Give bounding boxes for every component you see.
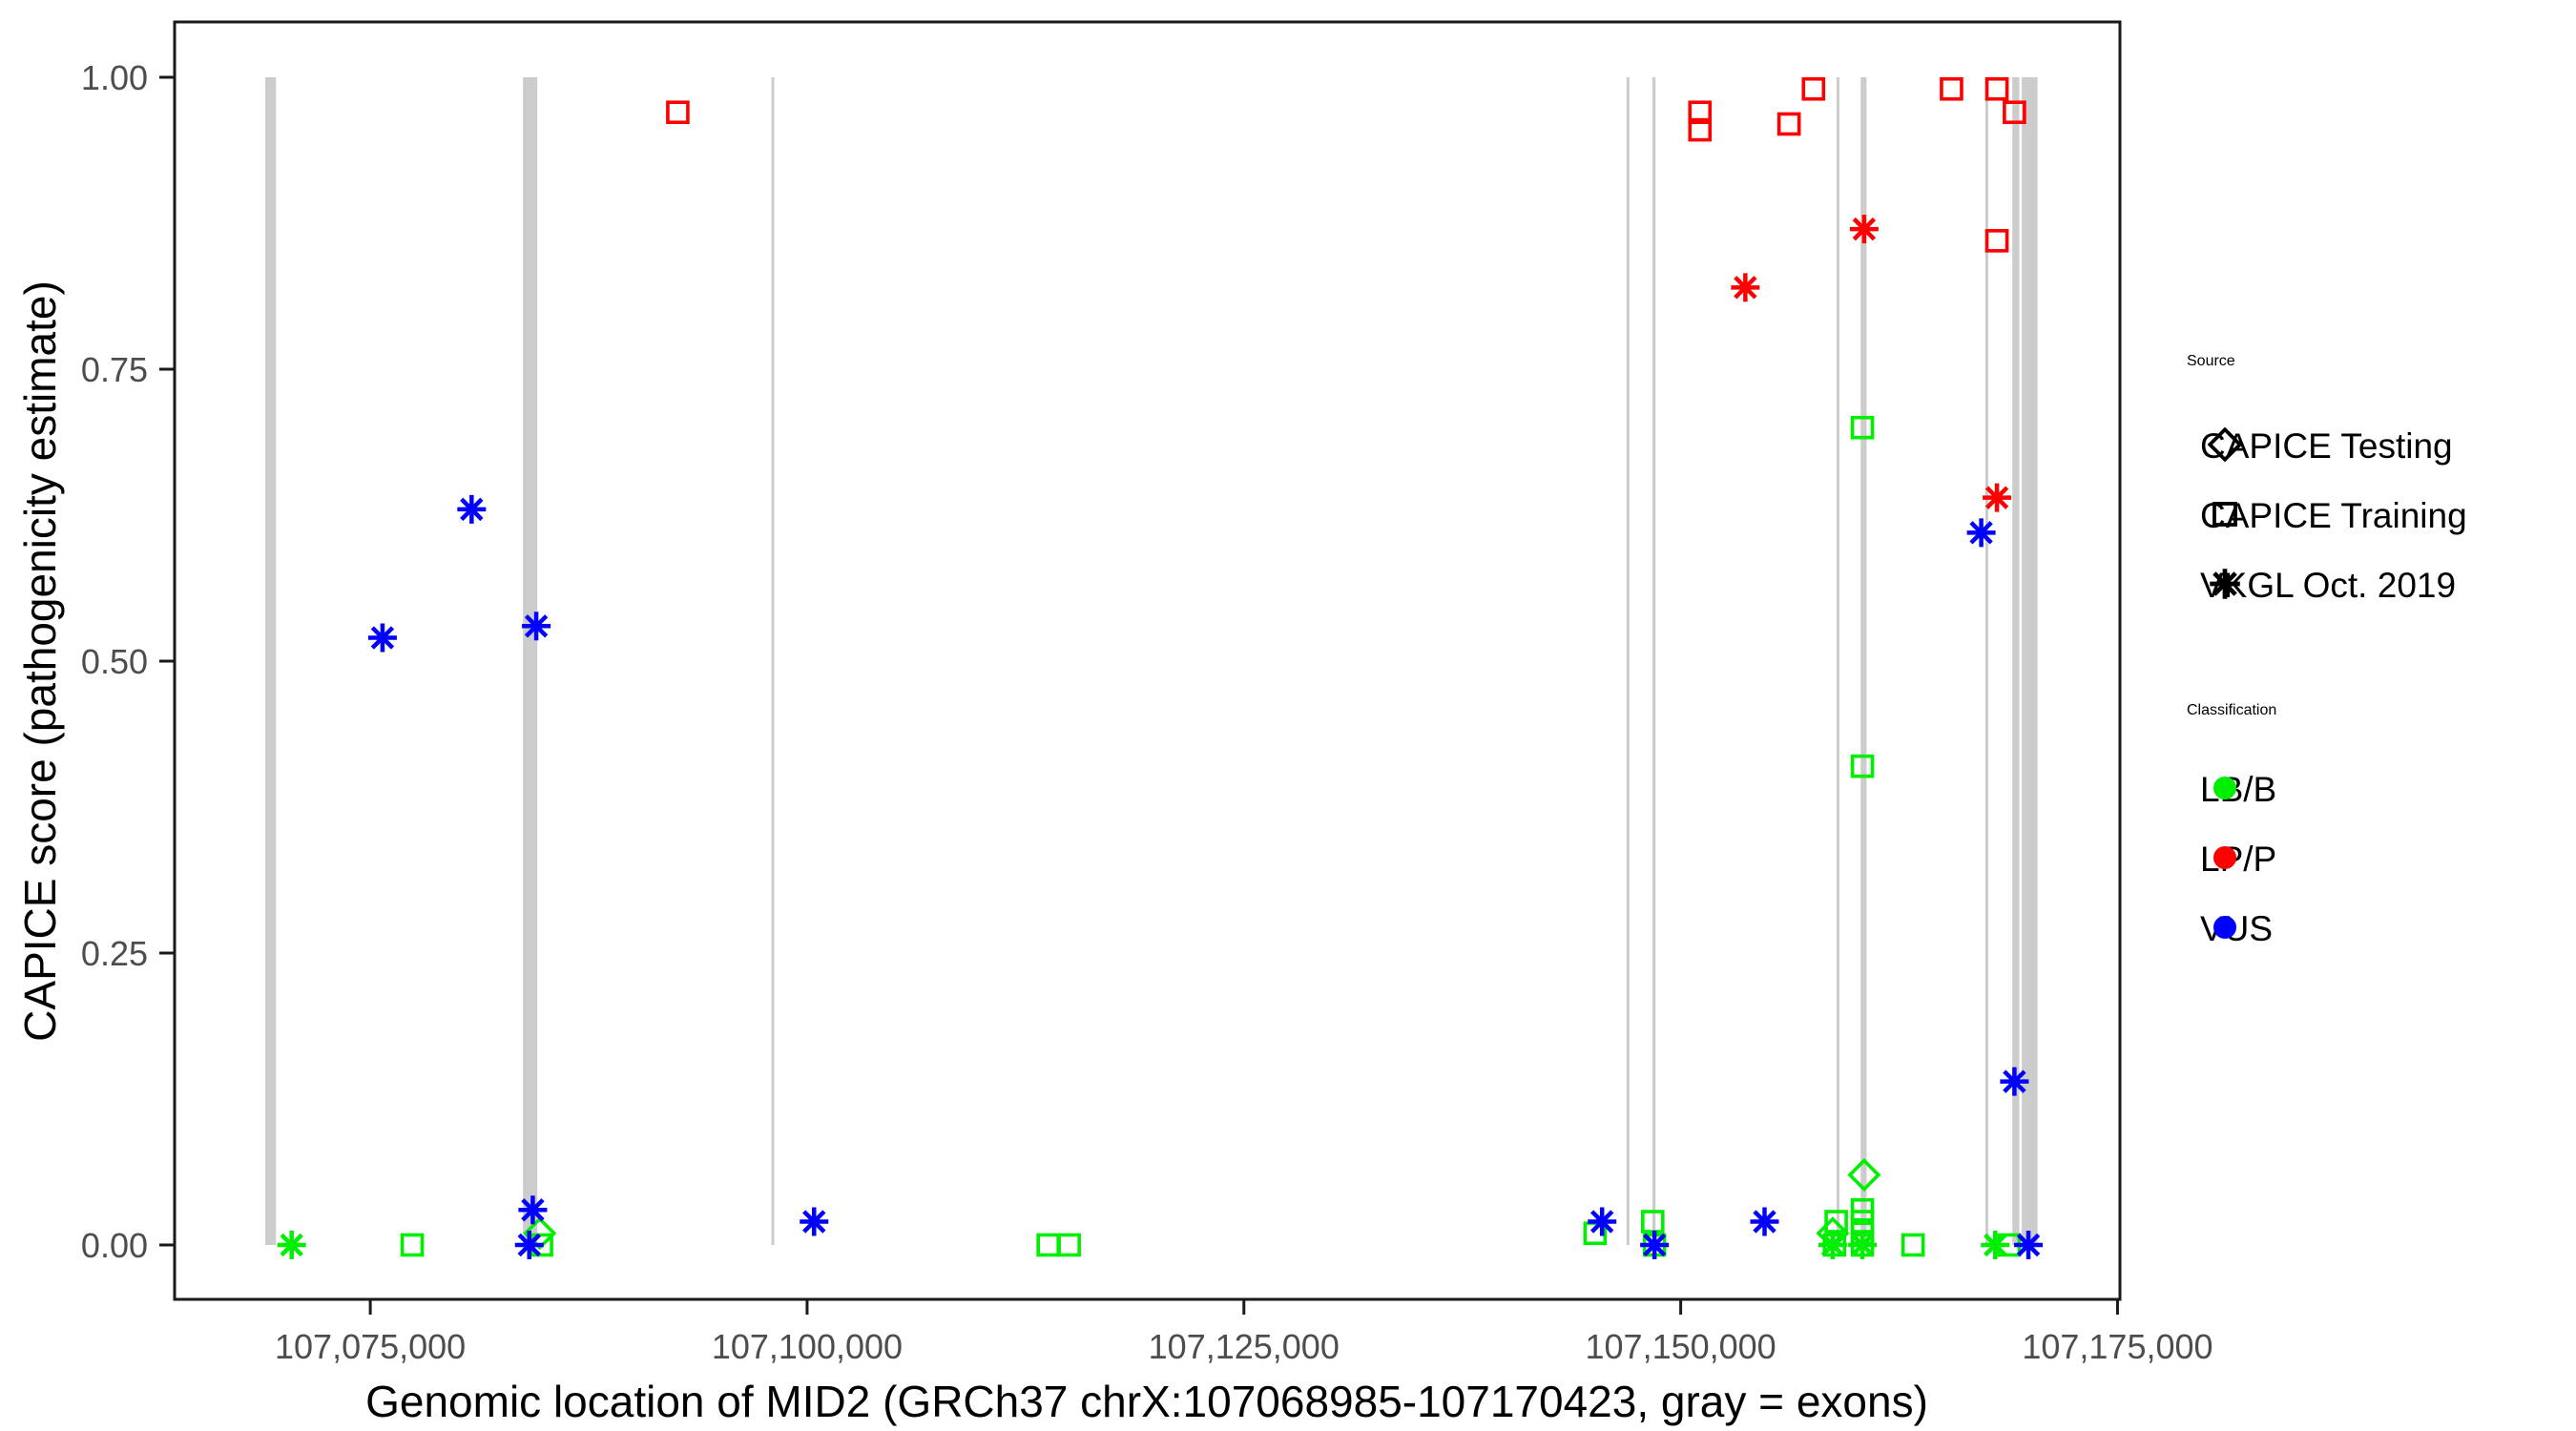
color-dot-icon [2213, 777, 2236, 799]
data-point [1057, 1233, 1081, 1257]
data-point [523, 1216, 557, 1251]
data-point [277, 1231, 306, 1259]
exon-bar [2012, 77, 2020, 1245]
legend-item-square: CAPICE Training [2200, 489, 2467, 543]
data-point [518, 1195, 548, 1225]
legend-item-classification: LB/B [2200, 763, 2276, 817]
color-dot-icon [2213, 916, 2236, 939]
data-point [2000, 1067, 2029, 1096]
y-tick-label: 0.50 [81, 642, 148, 681]
legend-classification-title: Classification [2187, 702, 2277, 718]
data-point [522, 612, 551, 641]
x-tick-label: 107,075,000 [275, 1327, 466, 1366]
data-point [2003, 100, 2026, 125]
legend-item-diamond: CAPICE Testing [2200, 420, 2453, 473]
data-point [367, 623, 397, 653]
data-point [1776, 112, 1801, 136]
exon-bar [1652, 77, 1656, 1245]
legend-item-label: LP/P [2200, 840, 2277, 879]
legend-item-label: VKGL Oct. 2019 [2200, 566, 2457, 605]
data-point [1966, 518, 1996, 548]
data-point [1847, 1158, 1881, 1192]
legend-item-classification: LP/P [2200, 833, 2276, 886]
data-point [1850, 415, 1875, 440]
data-point [1818, 1231, 1847, 1259]
exon-bar [523, 77, 538, 1245]
color-dot-icon [2213, 846, 2236, 869]
exon-bar [264, 77, 277, 1245]
x-tick-label: 107,150,000 [1586, 1327, 1776, 1366]
data-point [1901, 1233, 1925, 1257]
exon-bar [771, 77, 775, 1245]
exon-bar [1836, 77, 1839, 1245]
y-axis-title: CAPICE score (pathogenicity estimate) [15, 280, 65, 1042]
data-point [1688, 100, 1713, 125]
diamond-icon [2207, 426, 2243, 463]
legend-item-label: CAPICE Testing [2200, 426, 2453, 466]
y-tick-label: 0.75 [81, 350, 148, 389]
data-point [800, 1207, 829, 1236]
x-tick-label: 107,100,000 [712, 1327, 903, 1366]
y-tick-label: 0.00 [81, 1226, 148, 1265]
x-axis-title: Genomic location of MID2 (GRCh37 chrX:10… [365, 1377, 1928, 1426]
square-icon [2212, 502, 2237, 527]
data-point [1588, 1207, 1617, 1236]
legend-item-asterisk: VKGL Oct. 2019 [2200, 559, 2456, 612]
data-point [1750, 1207, 1779, 1236]
data-point [1849, 215, 1879, 244]
data-point [400, 1233, 425, 1257]
data-point [1940, 76, 1963, 101]
data-point [1981, 1231, 2010, 1259]
x-tick-label: 107,125,000 [1149, 1327, 1340, 1366]
x-tick-label: 107,175,000 [2022, 1327, 2212, 1366]
exon-bar [1860, 77, 1867, 1245]
data-point [1731, 273, 1760, 302]
legend-item-classification: VUS [2200, 902, 2273, 956]
data-point [1984, 76, 2009, 101]
asterisk-icon [2210, 569, 2240, 599]
legend-source-title: Source [2187, 353, 2235, 369]
y-tick-label: 1.00 [81, 58, 148, 97]
data-point [1688, 117, 1713, 142]
legend-item-label: LB/B [2200, 770, 2277, 809]
data-point [1640, 1231, 1670, 1259]
data-point [1984, 229, 2009, 253]
exon-bar [1626, 77, 1630, 1245]
data-point [1850, 754, 1875, 778]
exon-bar [2022, 77, 2038, 1245]
data-point [1801, 76, 1826, 101]
data-point [1036, 1233, 1060, 1257]
exon-bar [1984, 77, 1988, 1245]
data-point [1824, 1210, 1848, 1234]
data-point [666, 100, 690, 125]
data-point [514, 1231, 544, 1259]
panel-border [173, 20, 2122, 1301]
data-point [1983, 483, 2012, 512]
data-point [1848, 1231, 1878, 1259]
legend-item-label: VUS [2200, 909, 2274, 948]
legend-item-label: CAPICE Training [2200, 496, 2467, 535]
data-point [2014, 1231, 2044, 1259]
data-point [457, 494, 487, 524]
y-tick-label: 0.25 [81, 934, 148, 973]
